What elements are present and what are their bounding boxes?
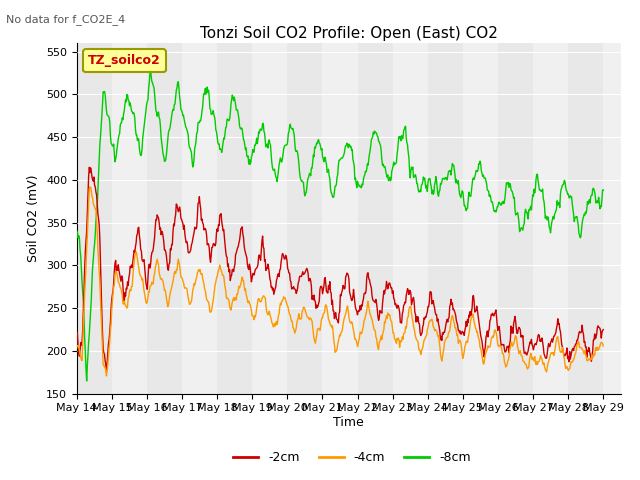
Bar: [358, 43, 393, 394]
Bar: [287, 43, 323, 394]
Bar: [77, 43, 112, 394]
Bar: [182, 43, 217, 394]
Bar: [463, 43, 498, 394]
X-axis label: Time: Time: [333, 416, 364, 429]
Legend: TZ_soilco2: TZ_soilco2: [83, 49, 166, 72]
Bar: [498, 43, 533, 394]
Bar: [604, 43, 638, 394]
Bar: [533, 43, 568, 394]
Text: No data for f_CO2E_4: No data for f_CO2E_4: [6, 14, 125, 25]
Bar: [112, 43, 147, 394]
Legend: -2cm, -4cm, -8cm: -2cm, -4cm, -8cm: [228, 446, 476, 469]
Y-axis label: Soil CO2 (mV): Soil CO2 (mV): [28, 175, 40, 262]
Bar: [217, 43, 252, 394]
Bar: [428, 43, 463, 394]
Bar: [252, 43, 287, 394]
Bar: [393, 43, 428, 394]
Bar: [147, 43, 182, 394]
Title: Tonzi Soil CO2 Profile: Open (East) CO2: Tonzi Soil CO2 Profile: Open (East) CO2: [200, 25, 498, 41]
Bar: [568, 43, 604, 394]
Bar: [323, 43, 358, 394]
